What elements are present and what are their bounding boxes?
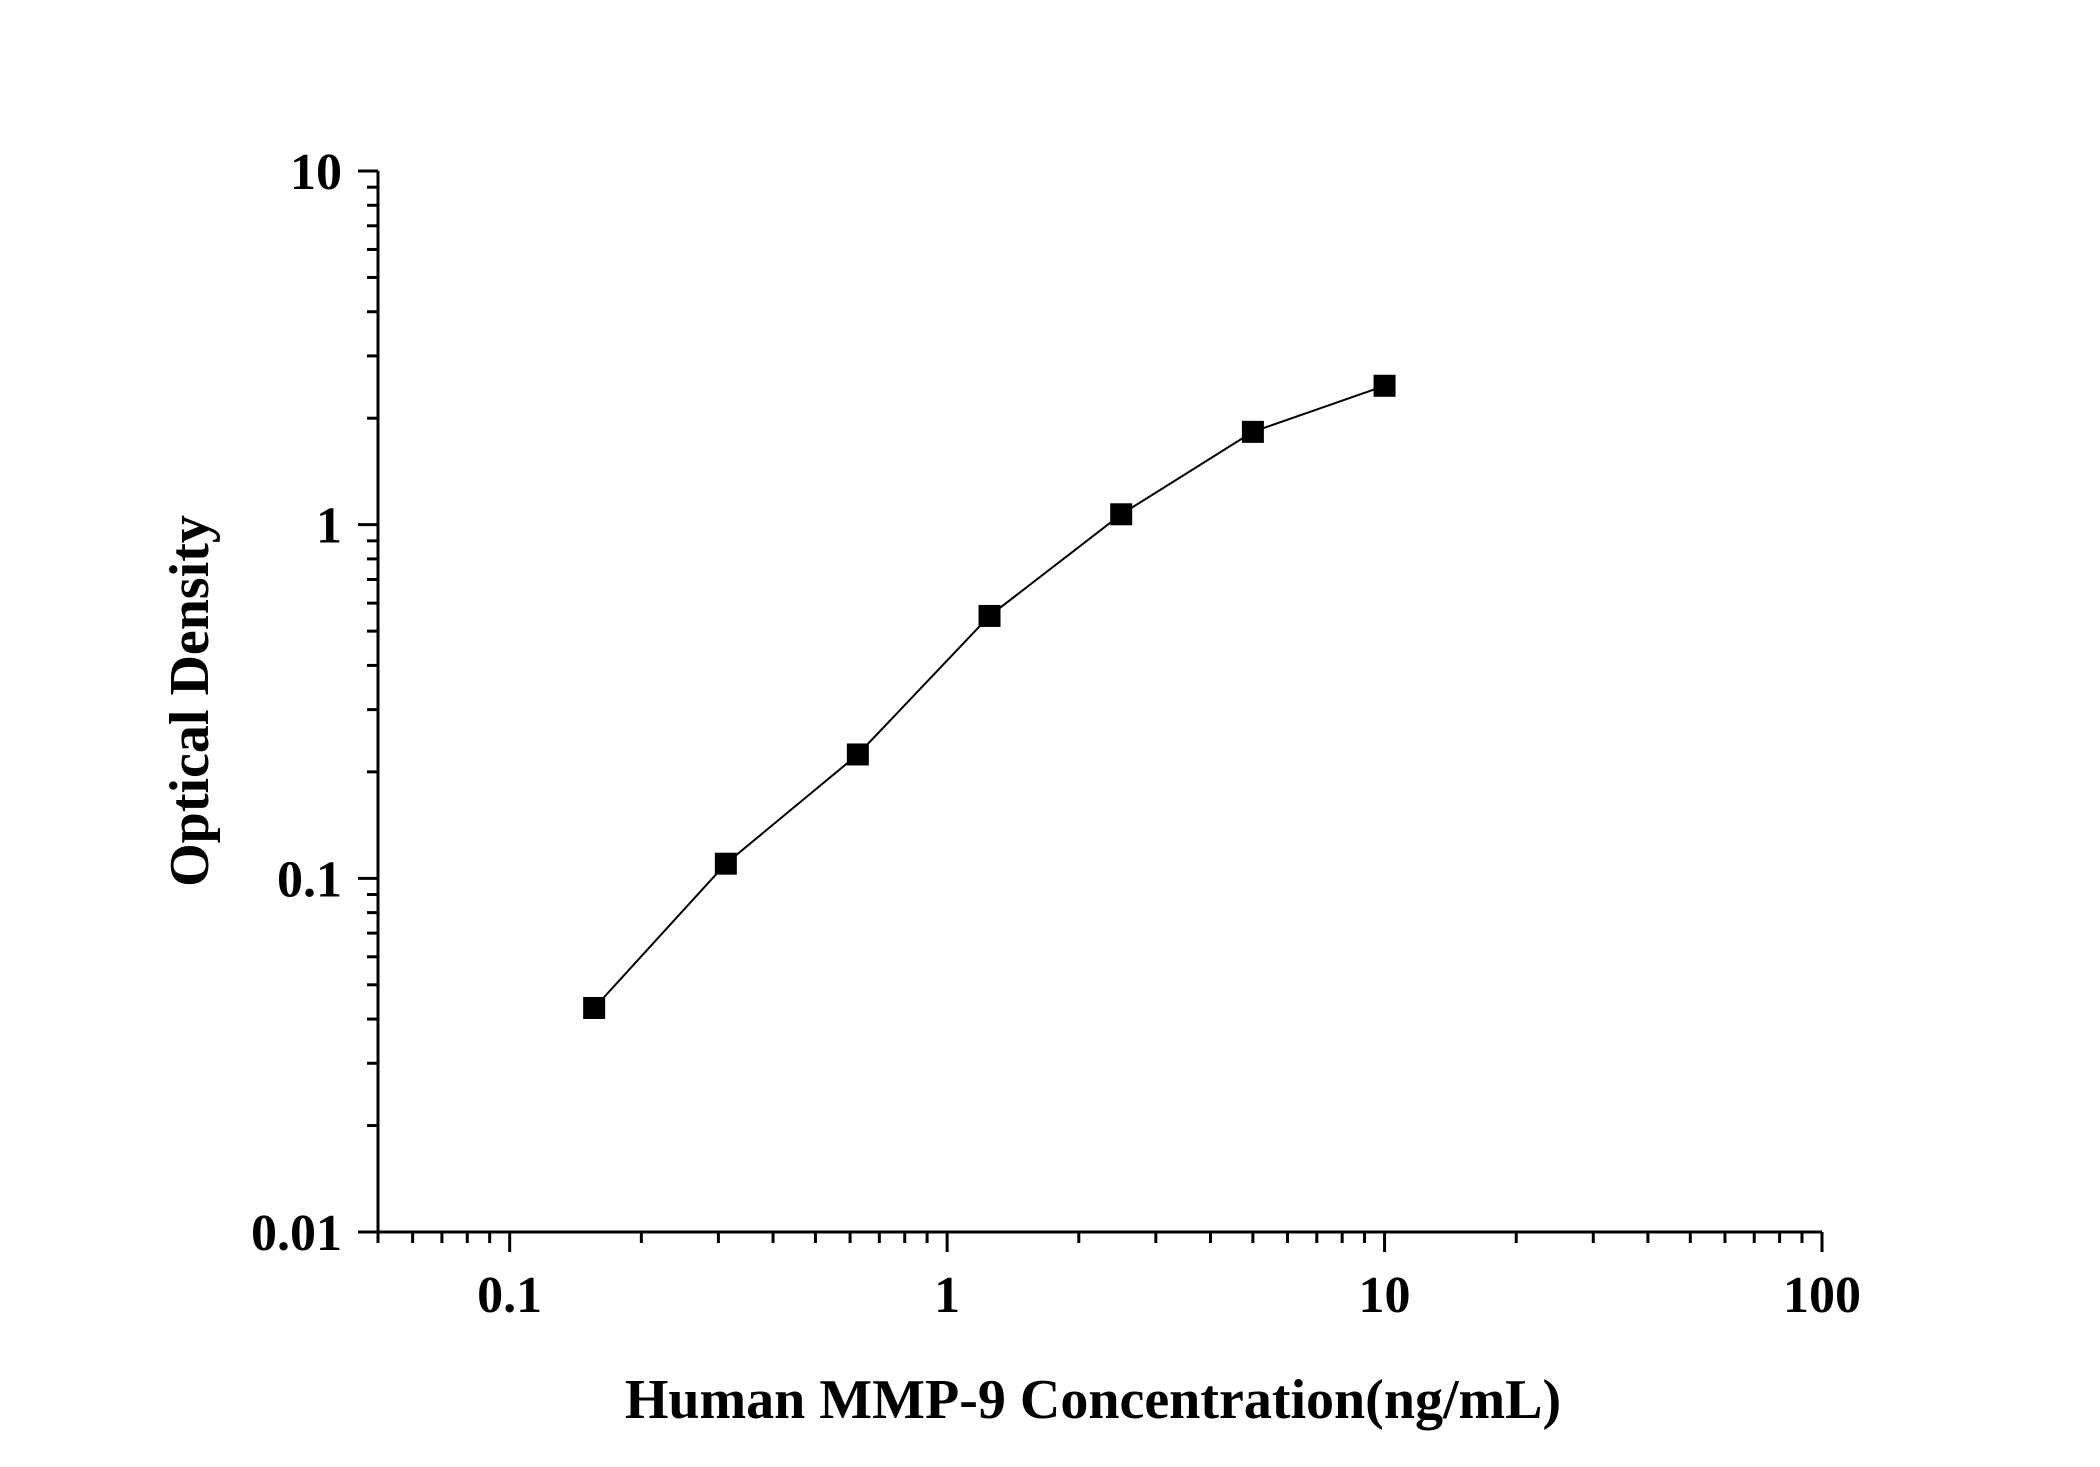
x-tick-label: 1	[934, 1267, 960, 1324]
y-tick-label: 0.1	[277, 851, 342, 908]
data-point	[978, 604, 1001, 627]
y-tick-label: 10	[290, 144, 342, 201]
data-point	[583, 996, 606, 1019]
data-point	[1373, 374, 1396, 397]
y-axis-title: Optical Density	[159, 515, 221, 887]
data-point	[846, 743, 869, 766]
plot-area	[583, 374, 1396, 1019]
data-point	[1110, 503, 1133, 526]
x-axis-title: Human MMP-9 Concentration(ng/mL)	[625, 1369, 1561, 1431]
data-point	[1241, 420, 1264, 443]
series-line	[593, 384, 1385, 1009]
data-point	[714, 852, 737, 875]
x-tick-label: 100	[1783, 1267, 1861, 1324]
axes: 0.1 1 10 100 0.01 0.1 1 10	[251, 144, 1861, 1324]
x-tick-label: 0.1	[477, 1267, 542, 1324]
y-tick-label: 1	[316, 498, 342, 555]
x-tick-label: 10	[1359, 1267, 1411, 1324]
y-tick-label: 0.01	[251, 1205, 342, 1262]
